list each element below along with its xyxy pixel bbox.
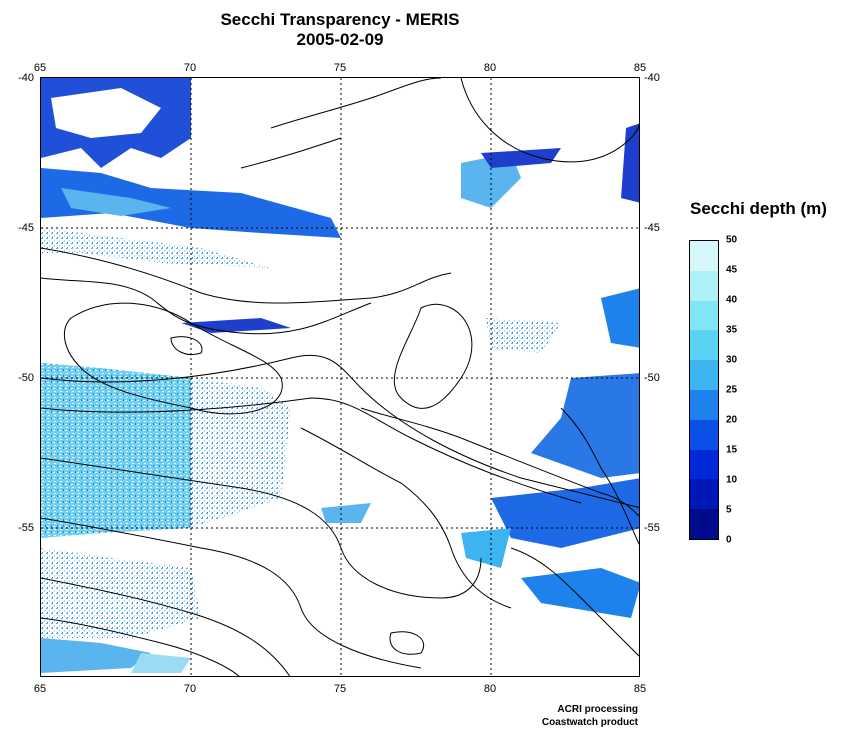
left-lat-tick-50: -50 bbox=[18, 372, 34, 384]
colorbar-segment-2 bbox=[690, 449, 718, 480]
colorbar-label-5: 5 bbox=[726, 504, 732, 516]
bathymetry-contours bbox=[41, 78, 639, 676]
colorbar-label-45: 45 bbox=[726, 264, 738, 276]
colorbar-segment-6 bbox=[690, 330, 718, 361]
colorbar-label-35: 35 bbox=[726, 324, 738, 336]
credit-product: Coastwatch product bbox=[541, 717, 638, 728]
top-lon-tick-85: 85 bbox=[633, 62, 647, 74]
colorbar-segment-1 bbox=[690, 479, 718, 510]
colorbar-label-50: 50 bbox=[726, 234, 738, 246]
graticule bbox=[41, 78, 639, 676]
colorbar-label-0: 0 bbox=[726, 534, 732, 546]
colorbar-segment-7 bbox=[690, 300, 718, 331]
right-lat-tick-40: -40 bbox=[644, 72, 660, 84]
title-line-2: 2005-02-09 bbox=[296, 30, 384, 49]
colorbar-label-15: 15 bbox=[726, 444, 738, 456]
colorbar-label-40: 40 bbox=[726, 294, 738, 306]
top-lon-tick-80: 80 bbox=[483, 62, 497, 74]
colorbar-segment-0 bbox=[690, 509, 718, 539]
colorbar-segment-3 bbox=[690, 419, 718, 450]
left-lat-tick-55: -55 bbox=[18, 522, 34, 534]
colorbar-label-10: 10 bbox=[726, 474, 738, 486]
top-lon-tick-70: 70 bbox=[183, 62, 197, 74]
map-canvas bbox=[41, 78, 639, 676]
bottom-lon-tick-65: 65 bbox=[33, 683, 47, 695]
colorbar-title: Secchi depth (m) bbox=[690, 199, 827, 218]
bottom-lon-tick-85: 85 bbox=[633, 683, 647, 695]
right-lat-tick-55: -55 bbox=[644, 522, 660, 534]
bottom-lon-tick-75: 75 bbox=[333, 683, 347, 695]
credit-processing: ACRI processing bbox=[557, 704, 638, 715]
map-title: Secchi Transparency - MERIS 2005-02-09 bbox=[40, 10, 640, 50]
colorbar-label-25: 25 bbox=[726, 384, 738, 396]
bottom-lon-tick-70: 70 bbox=[183, 683, 197, 695]
colorbar-label-30: 30 bbox=[726, 354, 738, 366]
colorbar-segment-4 bbox=[690, 390, 718, 420]
title-line-1: Secchi Transparency - MERIS bbox=[220, 10, 460, 29]
colorbar-segment-9 bbox=[690, 241, 718, 271]
colorbar-segment-5 bbox=[690, 360, 718, 391]
colorbar-label-20: 20 bbox=[726, 414, 738, 426]
map-plot bbox=[40, 77, 640, 677]
top-lon-tick-65: 65 bbox=[33, 62, 47, 74]
left-lat-tick-40: -40 bbox=[18, 72, 34, 84]
colorbar-segment-8 bbox=[690, 270, 718, 301]
right-lat-tick-50: -50 bbox=[644, 372, 660, 384]
top-lon-tick-75: 75 bbox=[333, 62, 347, 74]
left-lat-tick-45: -45 bbox=[18, 222, 34, 234]
colorbar bbox=[689, 240, 719, 540]
bottom-lon-tick-80: 80 bbox=[483, 683, 497, 695]
right-lat-tick-45: -45 bbox=[644, 222, 660, 234]
